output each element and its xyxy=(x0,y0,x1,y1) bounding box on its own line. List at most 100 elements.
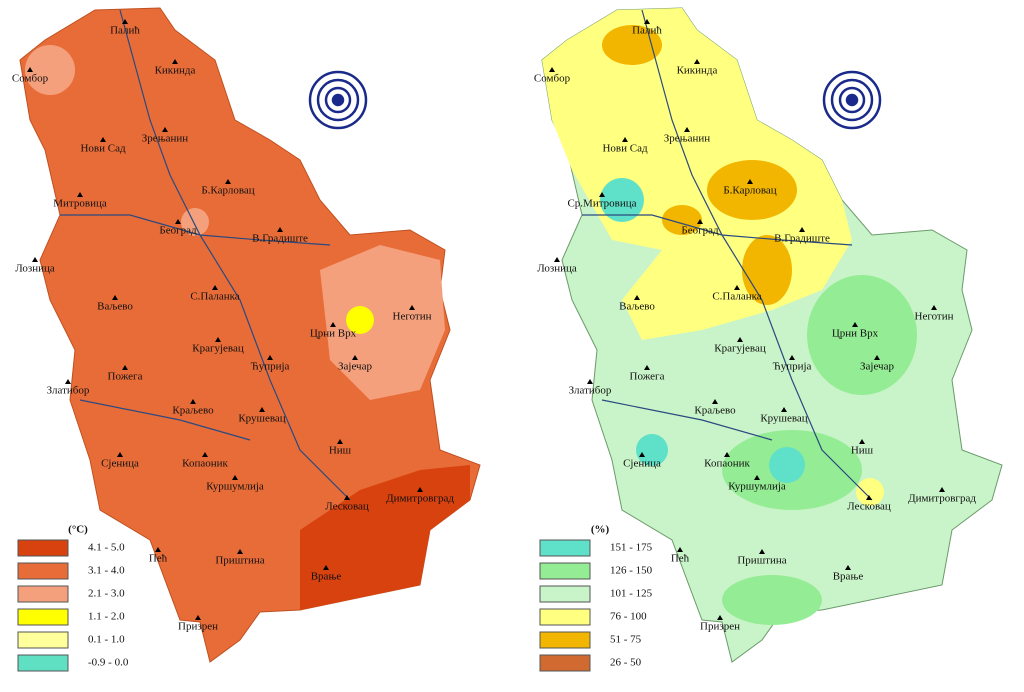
city-label: Пожега xyxy=(108,371,143,383)
city-label: Лесковац xyxy=(847,501,891,513)
city-marker xyxy=(195,615,201,620)
legend-label: 101 - 125 xyxy=(610,588,653,600)
city-marker xyxy=(117,452,123,457)
city-marker xyxy=(202,452,208,457)
city-label: Златибор xyxy=(569,385,612,397)
city-label: В.Градиште xyxy=(774,233,830,245)
legend-swatch xyxy=(17,539,69,557)
city-marker xyxy=(845,565,851,570)
city-label: Димитровград xyxy=(908,493,976,505)
city-label: Београд xyxy=(159,225,197,237)
city-label: Ниш xyxy=(329,445,352,457)
city-label: Ћуприја xyxy=(773,361,812,373)
legend-label: -0.9 - 0.0 xyxy=(88,657,129,669)
legend-swatch xyxy=(17,562,69,580)
city-label: Лозница xyxy=(537,263,577,275)
city-marker xyxy=(215,337,221,342)
city-marker xyxy=(859,439,865,444)
city-label: Пећ xyxy=(671,553,690,565)
city-marker xyxy=(554,257,560,262)
city-label: Београд xyxy=(681,225,719,237)
city-marker xyxy=(32,257,38,262)
city-label: Палић xyxy=(110,25,140,37)
city-label: Крушевац xyxy=(238,413,285,425)
city-marker xyxy=(759,549,765,554)
city-marker xyxy=(799,227,805,232)
legend-label: 126 - 150 xyxy=(610,565,653,577)
legend-label: 151 - 175 xyxy=(610,542,653,554)
city-label: Нови Сад xyxy=(602,143,647,155)
city-label: Неготин xyxy=(393,311,432,323)
city-label: Куршумлија xyxy=(728,481,786,493)
city-marker xyxy=(587,379,593,384)
precipitation-map xyxy=(541,7,1003,663)
city-label: Зрењанин xyxy=(142,133,189,145)
legend-label: 1.1 - 2.0 xyxy=(88,611,125,623)
city-label: Сјеница xyxy=(623,458,661,470)
city-label: Куршумлија xyxy=(206,481,264,493)
legend-title: (°C) xyxy=(68,524,88,536)
city-label: Копаоник xyxy=(704,458,750,470)
legend-swatch xyxy=(17,631,69,649)
city-label: Лесковац xyxy=(325,501,369,513)
city-marker xyxy=(323,565,329,570)
city-marker xyxy=(232,475,238,480)
city-label: Приштина xyxy=(215,555,264,567)
city-marker xyxy=(677,547,683,552)
city-marker xyxy=(330,322,336,327)
city-marker xyxy=(259,407,265,412)
labels: Палић Сомбор Кикинда Нови Сад Зрењанин Б.Карл… xyxy=(12,19,976,672)
city-marker xyxy=(225,179,231,184)
city-label: Пећ xyxy=(149,553,168,565)
city-label: Б.Карловац xyxy=(201,185,254,197)
legend-label: 76 - 100 xyxy=(610,611,647,623)
city-label: Сомбор xyxy=(534,73,571,85)
city-marker xyxy=(697,219,703,224)
city-marker xyxy=(639,452,645,457)
city-marker xyxy=(212,285,218,290)
city-marker xyxy=(77,192,83,197)
legend-swatch xyxy=(539,539,591,557)
city-marker xyxy=(852,322,858,327)
city-label: Призрен xyxy=(178,621,218,633)
city-label: Сјеница xyxy=(101,458,139,470)
city-marker xyxy=(866,495,872,500)
city-marker xyxy=(712,399,718,404)
city-marker xyxy=(549,67,555,72)
city-label: Ниш xyxy=(851,445,874,457)
city-label: Краљево xyxy=(694,405,736,417)
city-marker xyxy=(644,19,650,24)
city-label: Црни Врх xyxy=(832,328,879,340)
legend-swatch xyxy=(17,654,69,672)
city-label: Нови Сад xyxy=(80,143,125,155)
city-marker xyxy=(277,227,283,232)
city-marker xyxy=(781,407,787,412)
city-marker xyxy=(267,355,273,360)
city-marker xyxy=(717,615,723,620)
legend-label: 2.1 - 3.0 xyxy=(88,588,125,600)
legend-swatch xyxy=(539,654,591,672)
city-marker xyxy=(734,285,740,290)
city-marker xyxy=(754,475,760,480)
legend-swatch xyxy=(539,562,591,580)
city-label: Кикинда xyxy=(677,65,718,77)
city-label: С.Паланка xyxy=(190,291,239,303)
city-label: Краљево xyxy=(172,405,214,417)
logo xyxy=(308,70,882,130)
legend-label: 0.1 - 1.0 xyxy=(88,634,125,646)
city-label: Ћуприја xyxy=(251,361,290,373)
city-label: Крушевац xyxy=(760,413,807,425)
city-label: Митровица xyxy=(53,198,107,210)
city-label: Зрењанин xyxy=(664,133,711,145)
city-marker xyxy=(122,19,128,24)
city-marker xyxy=(172,59,178,64)
city-marker xyxy=(337,439,343,444)
city-marker xyxy=(789,355,795,360)
city-label: Приштина xyxy=(737,555,786,567)
city-label: Димитровград xyxy=(386,493,454,505)
city-marker xyxy=(27,67,33,72)
city-label: С.Паланка xyxy=(712,291,761,303)
city-label: Лозница xyxy=(15,263,55,275)
legend-swatch xyxy=(17,585,69,603)
